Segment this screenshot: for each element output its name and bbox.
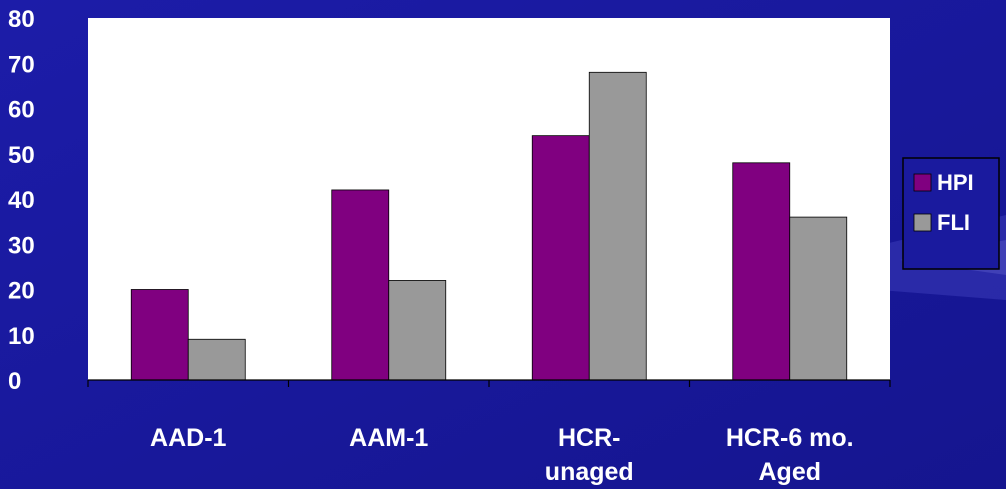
legend: HPI FLI xyxy=(902,157,1000,270)
x-category-label: unaged xyxy=(545,458,634,486)
x-category-label: AAD-1 xyxy=(150,424,226,452)
x-category-label: Aged xyxy=(759,458,822,486)
y-tick-label: 0 xyxy=(8,368,21,395)
legend-swatch-hpi xyxy=(913,173,932,192)
legend-swatch-fli xyxy=(913,213,932,232)
bar-fli-2 xyxy=(388,280,447,381)
bar-fli-3 xyxy=(588,71,647,381)
y-tick-label: 50 xyxy=(8,142,35,169)
y-tick-label: 70 xyxy=(8,51,35,78)
x-axis-category-labels: AAD-1 AAM-1 HCR-unaged HCR-6 mo. Aged xyxy=(150,424,854,486)
bar-hpi-4 xyxy=(732,162,791,381)
bar-fli-1 xyxy=(187,338,246,381)
axes-group xyxy=(87,379,891,387)
y-tick-label: 30 xyxy=(8,232,35,259)
y-axis-tick-labels: 0 10 20 30 40 50 60 70 80 xyxy=(8,6,35,395)
y-tick-label: 80 xyxy=(8,6,35,33)
x-category-label: AAM-1 xyxy=(349,424,428,452)
bar-fli-4 xyxy=(789,216,848,381)
bar-hpi-2 xyxy=(331,189,390,381)
bar-hpi-1 xyxy=(130,289,189,381)
x-category-label: HCR- xyxy=(558,424,621,452)
bar-hpi-3 xyxy=(531,135,590,381)
legend-label-hpi: HPI xyxy=(937,170,974,195)
bars-group xyxy=(130,71,848,381)
y-tick-label: 20 xyxy=(8,278,35,305)
y-tick-label: 10 xyxy=(8,323,35,350)
y-tick-label: 60 xyxy=(8,97,35,124)
legend-label-fli: FLI xyxy=(937,210,970,235)
y-tick-label: 40 xyxy=(8,187,35,214)
x-category-label: HCR-6 mo. xyxy=(726,424,854,452)
